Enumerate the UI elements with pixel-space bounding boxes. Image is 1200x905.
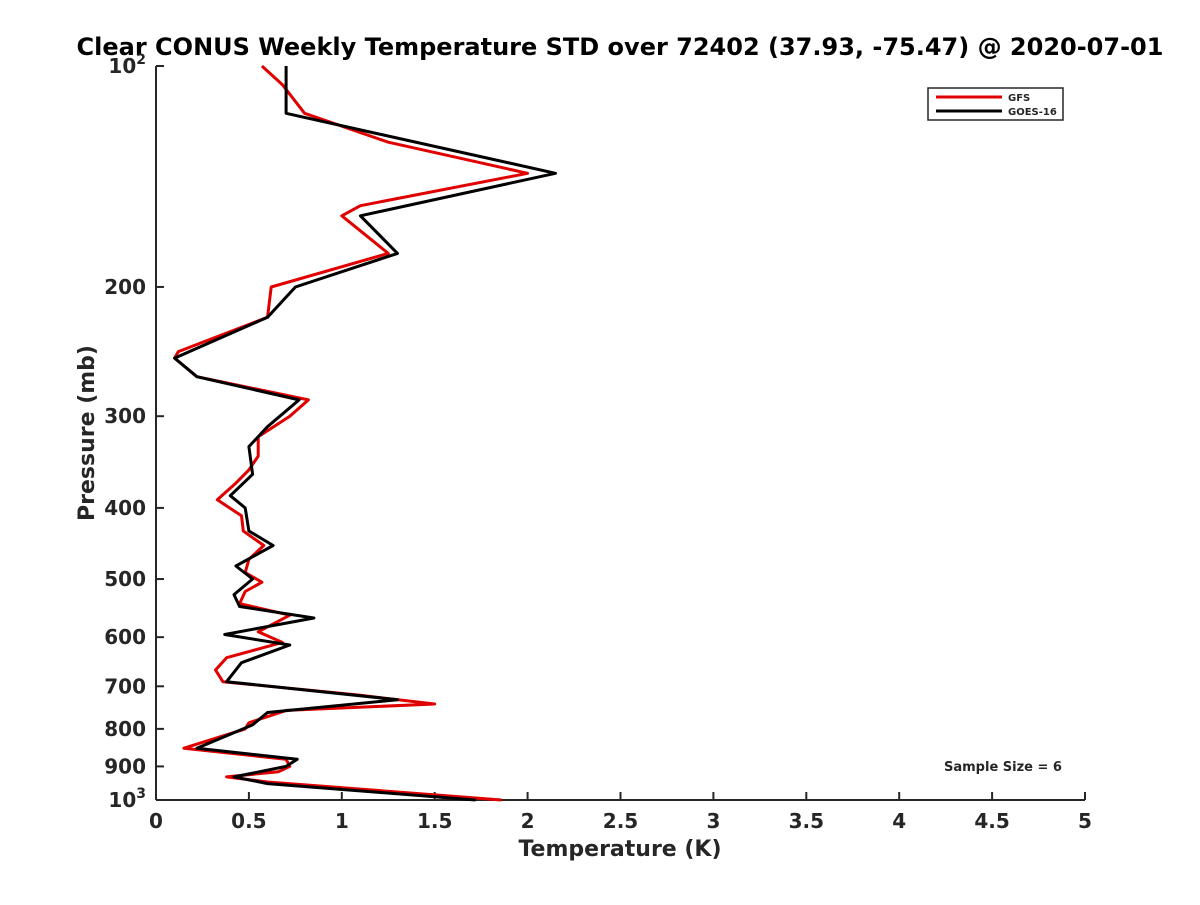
x-tick-label: 4.5 bbox=[974, 809, 1009, 833]
x-axis-label: Temperature (K) bbox=[518, 837, 721, 862]
x-tick-label: 2.5 bbox=[603, 809, 638, 833]
y-tick-label: 300 bbox=[104, 404, 146, 428]
x-tick-label: 0 bbox=[149, 809, 163, 833]
x-tick-label: 3.5 bbox=[789, 809, 824, 833]
legend-box bbox=[927, 87, 1064, 121]
y-tick-label: 800 bbox=[104, 717, 146, 741]
y-tick-label: 102 bbox=[108, 52, 146, 78]
x-tick-label: 4 bbox=[892, 809, 906, 833]
y-tick-label: 900 bbox=[104, 754, 146, 778]
y-tick-label: 500 bbox=[104, 567, 146, 591]
legend: GFS GOES-16 bbox=[927, 87, 1064, 121]
legend-label: GOES-16 bbox=[1008, 107, 1057, 118]
x-tick-label: 1 bbox=[335, 809, 349, 833]
y-tick-label: 700 bbox=[104, 674, 146, 698]
x-tick-label: 3 bbox=[706, 809, 720, 833]
y-tick-label: 200 bbox=[104, 275, 146, 299]
plot-area: 0 0.5 1 1.5 2 2.5 3 3.5 4 4.5 5 102 200 300 400 500 600 7… bbox=[104, 52, 1092, 833]
y-tick-label: 103 bbox=[108, 786, 146, 812]
chart-title: Clear CONUS Weekly Temperature STD over … bbox=[77, 33, 1164, 61]
x-tick-label: 1.5 bbox=[417, 809, 452, 833]
sample-size-annotation: Sample Size = 6 bbox=[944, 760, 1062, 775]
x-tick-label: 0.5 bbox=[231, 809, 266, 833]
legend-label: GFS bbox=[1008, 93, 1030, 104]
x-tick-label: 5 bbox=[1078, 809, 1092, 833]
series-line-goes-16 bbox=[173, 66, 557, 802]
y-axis-label: Pressure (mb) bbox=[75, 345, 100, 521]
x-tick-label: 2 bbox=[521, 809, 535, 833]
series-line-gfs bbox=[173, 64, 530, 802]
y-tick-label: 400 bbox=[104, 496, 146, 520]
y-tick-label: 600 bbox=[104, 625, 146, 649]
